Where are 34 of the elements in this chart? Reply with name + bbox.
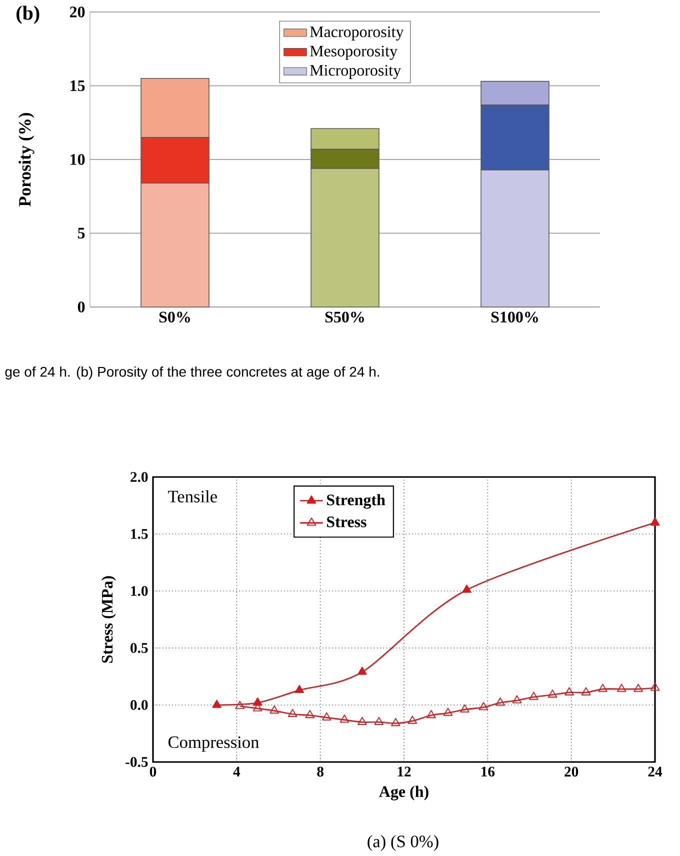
y-tick-label: 5	[78, 228, 85, 239]
y-tick-label: 10	[70, 154, 85, 165]
x-tick-label: 16	[482, 766, 495, 777]
legend-label: Mesoporosity	[310, 46, 398, 60]
x-tick-label: 12	[398, 766, 411, 776]
legend-label: Stress	[327, 516, 366, 528]
x-tick-label: 0	[150, 766, 156, 777]
x-tick-label: 24	[648, 766, 662, 776]
x-tick-label: S100%	[491, 312, 538, 323]
annotation: Compression	[168, 736, 259, 752]
chart-title: (b)	[16, 6, 40, 24]
y-tick-label: 20	[70, 6, 85, 18]
legend-label: Microporosity	[310, 64, 402, 80]
y-axis-title: Porosity (%)	[18, 113, 34, 206]
x-axis-title: Age (h)	[379, 786, 428, 800]
annotation: Tensile	[168, 490, 217, 502]
legend-label: Strength	[327, 494, 386, 509]
y-tick-label: 2.0	[130, 472, 148, 482]
text: ge of 24 h. (b) Porosity of the three concretes at age of 24 h.	[5, 366, 380, 380]
x-tick-label: 20	[564, 766, 578, 777]
y-tick-label: 1.5	[131, 529, 148, 539]
x-tick-label: S50%	[325, 312, 364, 323]
y-tick-label: -0.5	[126, 757, 148, 767]
y-tick-label: 0.0	[130, 700, 148, 710]
y-axis-title: Stress (MPa)	[101, 576, 116, 663]
y-tick-label: 0.5	[130, 643, 148, 653]
x-tick-label: S0%	[159, 312, 190, 323]
x-tick-label: 4	[233, 766, 240, 776]
y-tick-label: 15	[70, 80, 85, 92]
x-tick-label: 8	[317, 766, 324, 777]
text: (a) (S 0%)	[368, 835, 438, 851]
y-tick-label: 0	[78, 302, 85, 312]
legend-label: Macroporosity	[310, 26, 404, 40]
y-tick-label: 1.0	[131, 586, 148, 596]
